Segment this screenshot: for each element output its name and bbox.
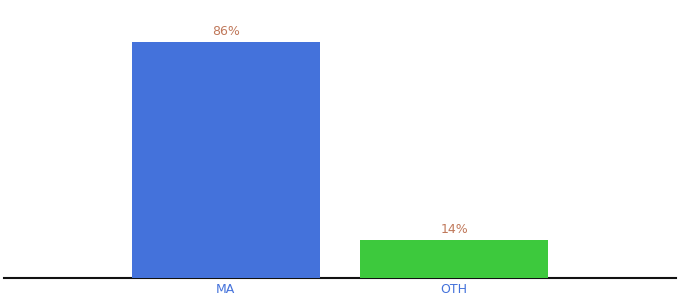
Bar	[360, 240, 548, 278]
Text: 86%: 86%	[212, 26, 240, 38]
Bar	[132, 43, 320, 278]
Text: 14%: 14%	[441, 223, 468, 236]
